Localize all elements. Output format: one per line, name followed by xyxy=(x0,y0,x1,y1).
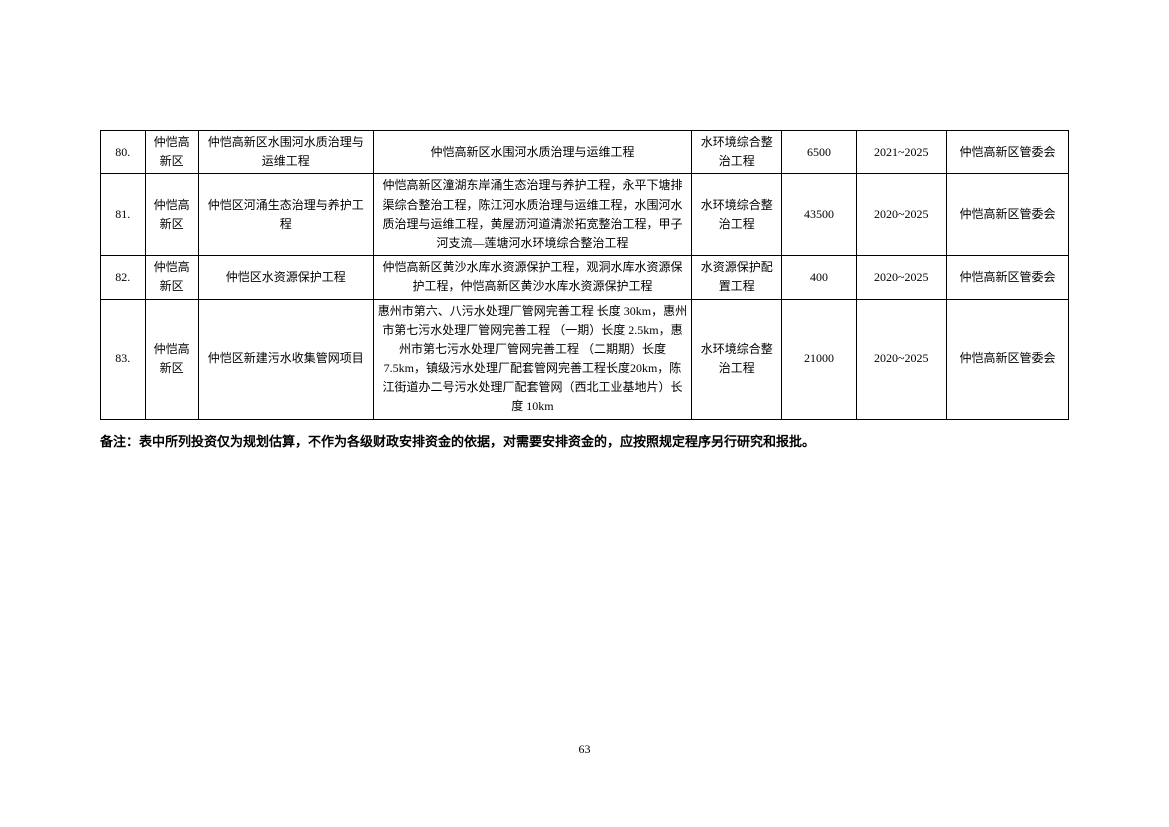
cell-owner: 仲恺高新区管委会 xyxy=(946,256,1068,299)
cell-project-name: 仲恺区新建污水收集管网项目 xyxy=(198,299,373,419)
table-row: 83. 仲恺高新区 仲恺区新建污水收集管网项目 惠州市第六、八污水处理厂管网完善… xyxy=(101,299,1069,419)
table-row: 82. 仲恺高新区 仲恺区水资源保护工程 仲恺高新区黄沙水库水资源保护工程，观洞… xyxy=(101,256,1069,299)
cell-description: 仲恺高新区潼湖东岸涌生态治理与养护工程，永平下塘排渠综合整治工程，陈江河水质治理… xyxy=(373,174,691,256)
cell-type: 水环境综合整治工程 xyxy=(692,299,782,419)
cell-description: 仲恺高新区黄沙水库水资源保护工程，观洞水库水资源保护工程，仲恺高新区黄沙水库水资… xyxy=(373,256,691,299)
cell-owner: 仲恺高新区管委会 xyxy=(946,131,1068,174)
cell-project-name: 仲恺高新区水围河水质治理与运维工程 xyxy=(198,131,373,174)
cell-district: 仲恺高新区 xyxy=(145,256,198,299)
cell-investment: 400 xyxy=(782,256,856,299)
table-body: 80. 仲恺高新区 仲恺高新区水围河水质治理与运维工程 仲恺高新区水围河水质治理… xyxy=(101,131,1069,420)
cell-investment: 21000 xyxy=(782,299,856,419)
cell-type: 水资源保护配置工程 xyxy=(692,256,782,299)
cell-owner: 仲恺高新区管委会 xyxy=(946,299,1068,419)
table-row: 81. 仲恺高新区 仲恺区河涌生态治理与养护工程 仲恺高新区潼湖东岸涌生态治理与… xyxy=(101,174,1069,256)
cell-period: 2020~2025 xyxy=(856,256,946,299)
cell-period: 2021~2025 xyxy=(856,131,946,174)
cell-investment: 6500 xyxy=(782,131,856,174)
cell-district: 仲恺高新区 xyxy=(145,131,198,174)
cell-district: 仲恺高新区 xyxy=(145,299,198,419)
footnote: 备注：表中所列投资仅为规划估算，不作为各级财政安排资金的依据，对需要安排资金的，… xyxy=(100,430,1069,453)
page-number: 63 xyxy=(0,742,1169,757)
table-row: 80. 仲恺高新区 仲恺高新区水围河水质治理与运维工程 仲恺高新区水围河水质治理… xyxy=(101,131,1069,174)
cell-period: 2020~2025 xyxy=(856,299,946,419)
cell-period: 2020~2025 xyxy=(856,174,946,256)
project-table: 80. 仲恺高新区 仲恺高新区水围河水质治理与运维工程 仲恺高新区水围河水质治理… xyxy=(100,130,1069,420)
cell-num: 80. xyxy=(101,131,146,174)
cell-project-name: 仲恺区水资源保护工程 xyxy=(198,256,373,299)
cell-num: 81. xyxy=(101,174,146,256)
cell-type: 水环境综合整治工程 xyxy=(692,174,782,256)
cell-description: 仲恺高新区水围河水质治理与运维工程 xyxy=(373,131,691,174)
cell-owner: 仲恺高新区管委会 xyxy=(946,174,1068,256)
cell-num: 82. xyxy=(101,256,146,299)
cell-description: 惠州市第六、八污水处理厂管网完善工程 长度 30km，惠州市第七污水处理厂管网完… xyxy=(373,299,691,419)
cell-type: 水环境综合整治工程 xyxy=(692,131,782,174)
cell-num: 83. xyxy=(101,299,146,419)
cell-investment: 43500 xyxy=(782,174,856,256)
cell-district: 仲恺高新区 xyxy=(145,174,198,256)
cell-project-name: 仲恺区河涌生态治理与养护工程 xyxy=(198,174,373,256)
